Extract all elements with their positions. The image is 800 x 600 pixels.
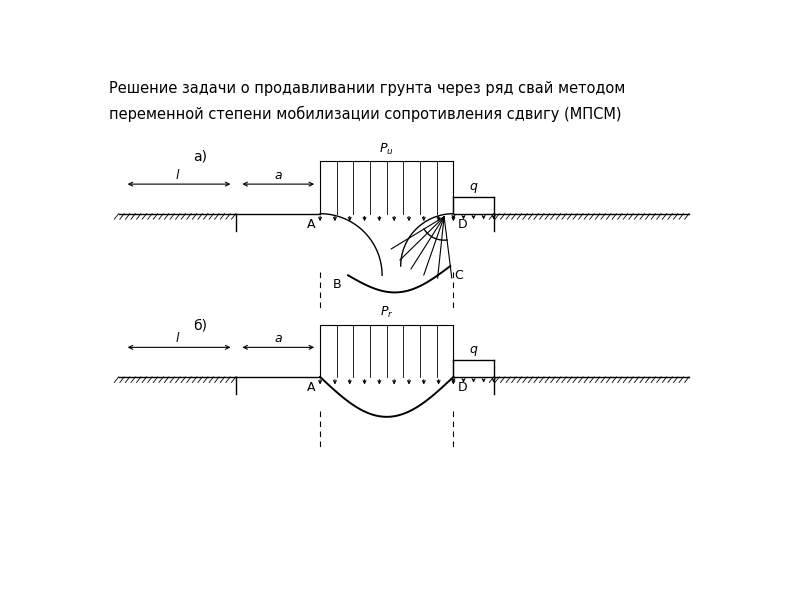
- Text: $a$: $a$: [274, 169, 282, 182]
- Text: а): а): [193, 149, 207, 163]
- Text: C: C: [454, 269, 463, 282]
- Text: $q$: $q$: [469, 344, 478, 358]
- Text: $a$: $a$: [274, 332, 282, 345]
- Text: D: D: [458, 381, 467, 394]
- Text: A: A: [307, 381, 316, 394]
- Text: $l$: $l$: [174, 331, 180, 345]
- Text: B: B: [333, 278, 342, 292]
- Text: переменной степени мобилизации сопротивления сдвигу (МПСМ): переменной степени мобилизации сопротивл…: [110, 106, 622, 122]
- Text: A: A: [307, 218, 316, 231]
- Text: $q$: $q$: [469, 181, 478, 194]
- Text: $l$: $l$: [174, 167, 180, 182]
- Text: б): б): [193, 319, 207, 332]
- Text: D: D: [458, 218, 467, 231]
- Text: $P_u$: $P_u$: [379, 142, 394, 157]
- Text: $P_r$: $P_r$: [380, 305, 394, 320]
- Text: Решение задачи о продавливании грунта через ряд свай методом: Решение задачи о продавливании грунта че…: [110, 81, 626, 96]
